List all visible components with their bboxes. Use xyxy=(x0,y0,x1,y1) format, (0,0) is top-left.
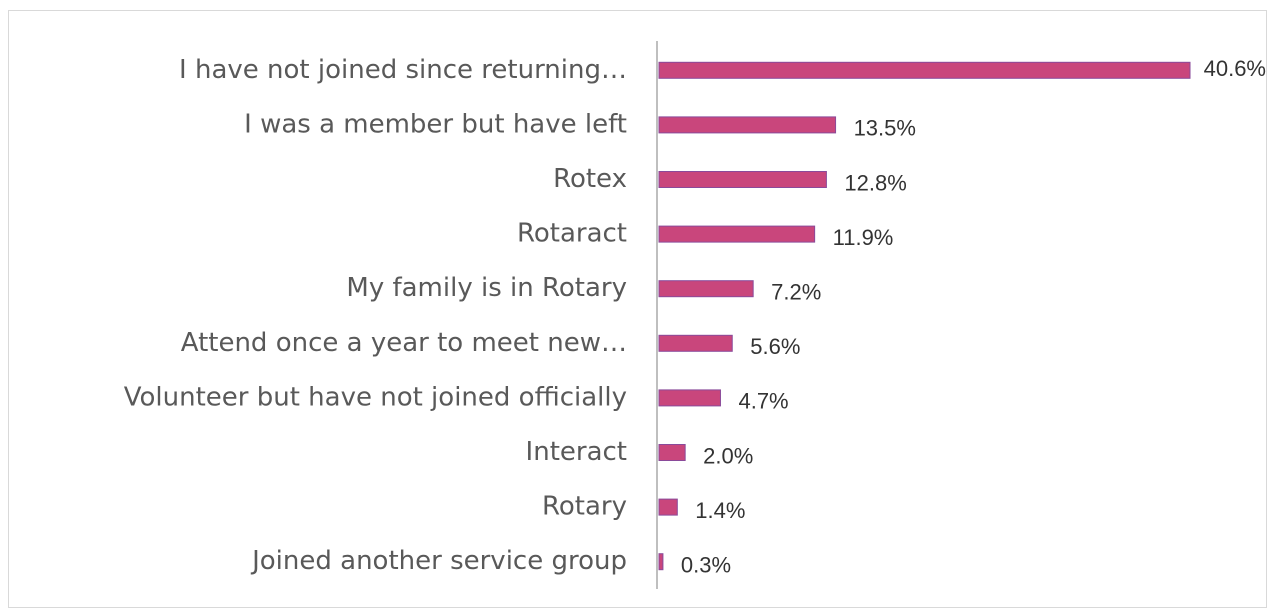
value-label: 0.3% xyxy=(681,553,731,578)
category-label: Volunteer but have not joined officially xyxy=(124,382,627,412)
bar xyxy=(658,225,816,243)
category-label: I have not joined since returning… xyxy=(179,55,627,85)
value-label: 11.9% xyxy=(833,225,894,250)
category-label: Rotaract xyxy=(517,219,627,249)
category-label: Rotex xyxy=(553,164,627,194)
bar xyxy=(658,553,664,571)
value-label: 13.5% xyxy=(854,116,916,141)
value-label: 40.6% xyxy=(1204,56,1266,81)
bar xyxy=(658,116,837,134)
category-label: I was a member but have left xyxy=(244,109,627,139)
bar xyxy=(658,498,678,516)
value-label: 12.8% xyxy=(844,170,906,195)
value-label: 5.6% xyxy=(750,334,800,359)
category-label: Attend once a year to meet new… xyxy=(181,328,627,358)
bar xyxy=(658,280,754,298)
category-label: Rotary xyxy=(542,492,627,522)
category-label: Interact xyxy=(526,437,627,467)
category-label: My family is in Rotary xyxy=(346,273,627,303)
bar xyxy=(658,334,733,352)
bar xyxy=(658,61,1191,79)
bar xyxy=(658,444,686,461)
bar xyxy=(658,389,721,407)
bar xyxy=(658,171,827,188)
category-label: Joined another service group xyxy=(250,546,627,576)
value-label: 1.4% xyxy=(695,498,745,523)
value-label: 4.7% xyxy=(738,389,788,414)
value-label: 7.2% xyxy=(771,280,821,305)
chart-border xyxy=(8,10,1267,608)
value-label: 2.0% xyxy=(703,443,753,468)
